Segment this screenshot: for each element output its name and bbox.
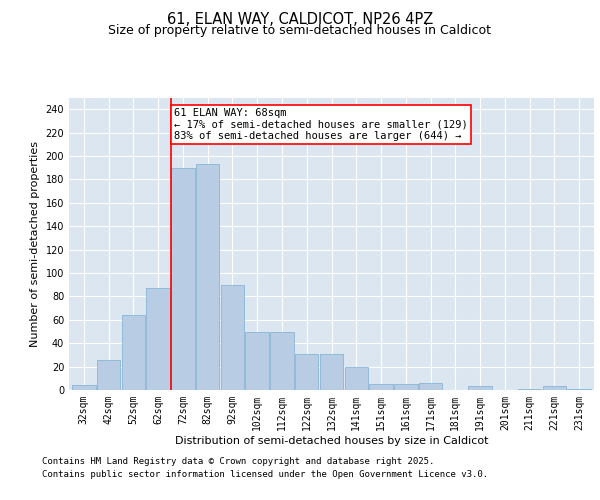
Bar xyxy=(146,288,170,390)
Bar xyxy=(369,384,393,390)
Y-axis label: Number of semi-detached properties: Number of semi-detached properties xyxy=(30,141,40,347)
Bar xyxy=(196,164,220,390)
Bar xyxy=(518,389,541,390)
Bar xyxy=(72,386,95,390)
Text: 61, ELAN WAY, CALDICOT, NP26 4PZ: 61, ELAN WAY, CALDICOT, NP26 4PZ xyxy=(167,12,433,28)
Text: Size of property relative to semi-detached houses in Caldicot: Size of property relative to semi-detach… xyxy=(109,24,491,37)
Text: 61 ELAN WAY: 68sqm
← 17% of semi-detached houses are smaller (129)
83% of semi-d: 61 ELAN WAY: 68sqm ← 17% of semi-detache… xyxy=(174,108,468,141)
Bar xyxy=(344,366,368,390)
Bar xyxy=(469,386,492,390)
Bar xyxy=(171,168,194,390)
Text: Contains public sector information licensed under the Open Government Licence v3: Contains public sector information licen… xyxy=(42,470,488,479)
Bar xyxy=(568,389,591,390)
Bar xyxy=(270,332,294,390)
Bar xyxy=(295,354,319,390)
Bar xyxy=(221,284,244,390)
X-axis label: Distribution of semi-detached houses by size in Caldicot: Distribution of semi-detached houses by … xyxy=(175,436,488,446)
Bar xyxy=(394,384,418,390)
Text: Contains HM Land Registry data © Crown copyright and database right 2025.: Contains HM Land Registry data © Crown c… xyxy=(42,458,434,466)
Bar xyxy=(419,383,442,390)
Bar xyxy=(97,360,121,390)
Bar xyxy=(122,315,145,390)
Bar xyxy=(320,354,343,390)
Bar xyxy=(245,332,269,390)
Bar xyxy=(542,386,566,390)
